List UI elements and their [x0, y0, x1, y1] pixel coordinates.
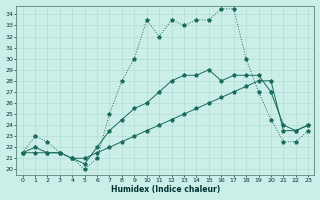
X-axis label: Humidex (Indice chaleur): Humidex (Indice chaleur)	[111, 185, 220, 194]
